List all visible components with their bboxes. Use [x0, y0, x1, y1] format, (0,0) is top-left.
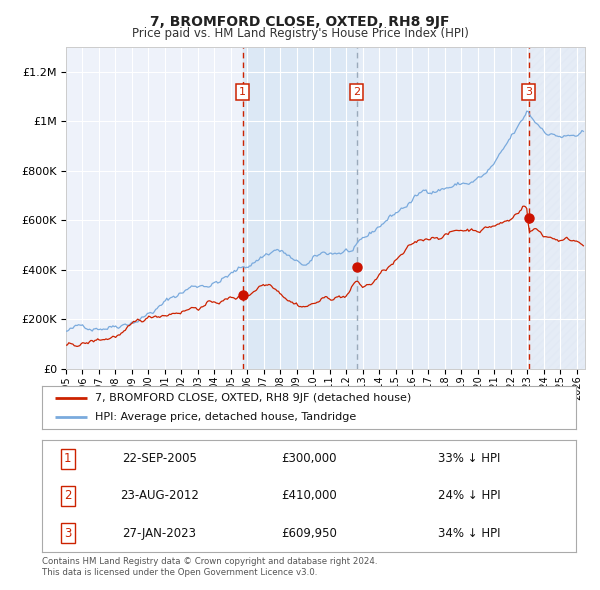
Bar	[529, 47, 585, 369]
Text: £410,000: £410,000	[281, 489, 337, 503]
Text: Price paid vs. HM Land Registry's House Price Index (HPI): Price paid vs. HM Land Registry's House …	[131, 27, 469, 40]
Text: 33% ↓ HPI: 33% ↓ HPI	[438, 452, 500, 466]
Text: 2: 2	[353, 87, 361, 97]
Text: 1: 1	[239, 87, 246, 97]
Text: Contains HM Land Registry data © Crown copyright and database right 2024.: Contains HM Land Registry data © Crown c…	[42, 558, 377, 566]
Text: This data is licensed under the Open Government Licence v3.0.: This data is licensed under the Open Gov…	[42, 568, 317, 577]
Bar	[357, 47, 529, 369]
Text: 22-SEP-2005: 22-SEP-2005	[122, 452, 197, 466]
Text: 3: 3	[64, 526, 71, 540]
Text: 7, BROMFORD CLOSE, OXTED, RH8 9JF: 7, BROMFORD CLOSE, OXTED, RH8 9JF	[150, 15, 450, 29]
Text: 2: 2	[64, 489, 71, 503]
Text: 23-AUG-2012: 23-AUG-2012	[120, 489, 199, 503]
Text: 34% ↓ HPI: 34% ↓ HPI	[438, 526, 500, 540]
Text: 3: 3	[525, 87, 532, 97]
Text: 1: 1	[64, 452, 71, 466]
Text: 27-JAN-2023: 27-JAN-2023	[122, 526, 196, 540]
Text: HPI: Average price, detached house, Tandridge: HPI: Average price, detached house, Tand…	[95, 412, 356, 422]
Bar	[243, 47, 357, 369]
Text: £609,950: £609,950	[281, 526, 337, 540]
Text: 7, BROMFORD CLOSE, OXTED, RH8 9JF (detached house): 7, BROMFORD CLOSE, OXTED, RH8 9JF (detac…	[95, 393, 412, 403]
Text: 24% ↓ HPI: 24% ↓ HPI	[438, 489, 500, 503]
Text: £300,000: £300,000	[281, 452, 337, 466]
